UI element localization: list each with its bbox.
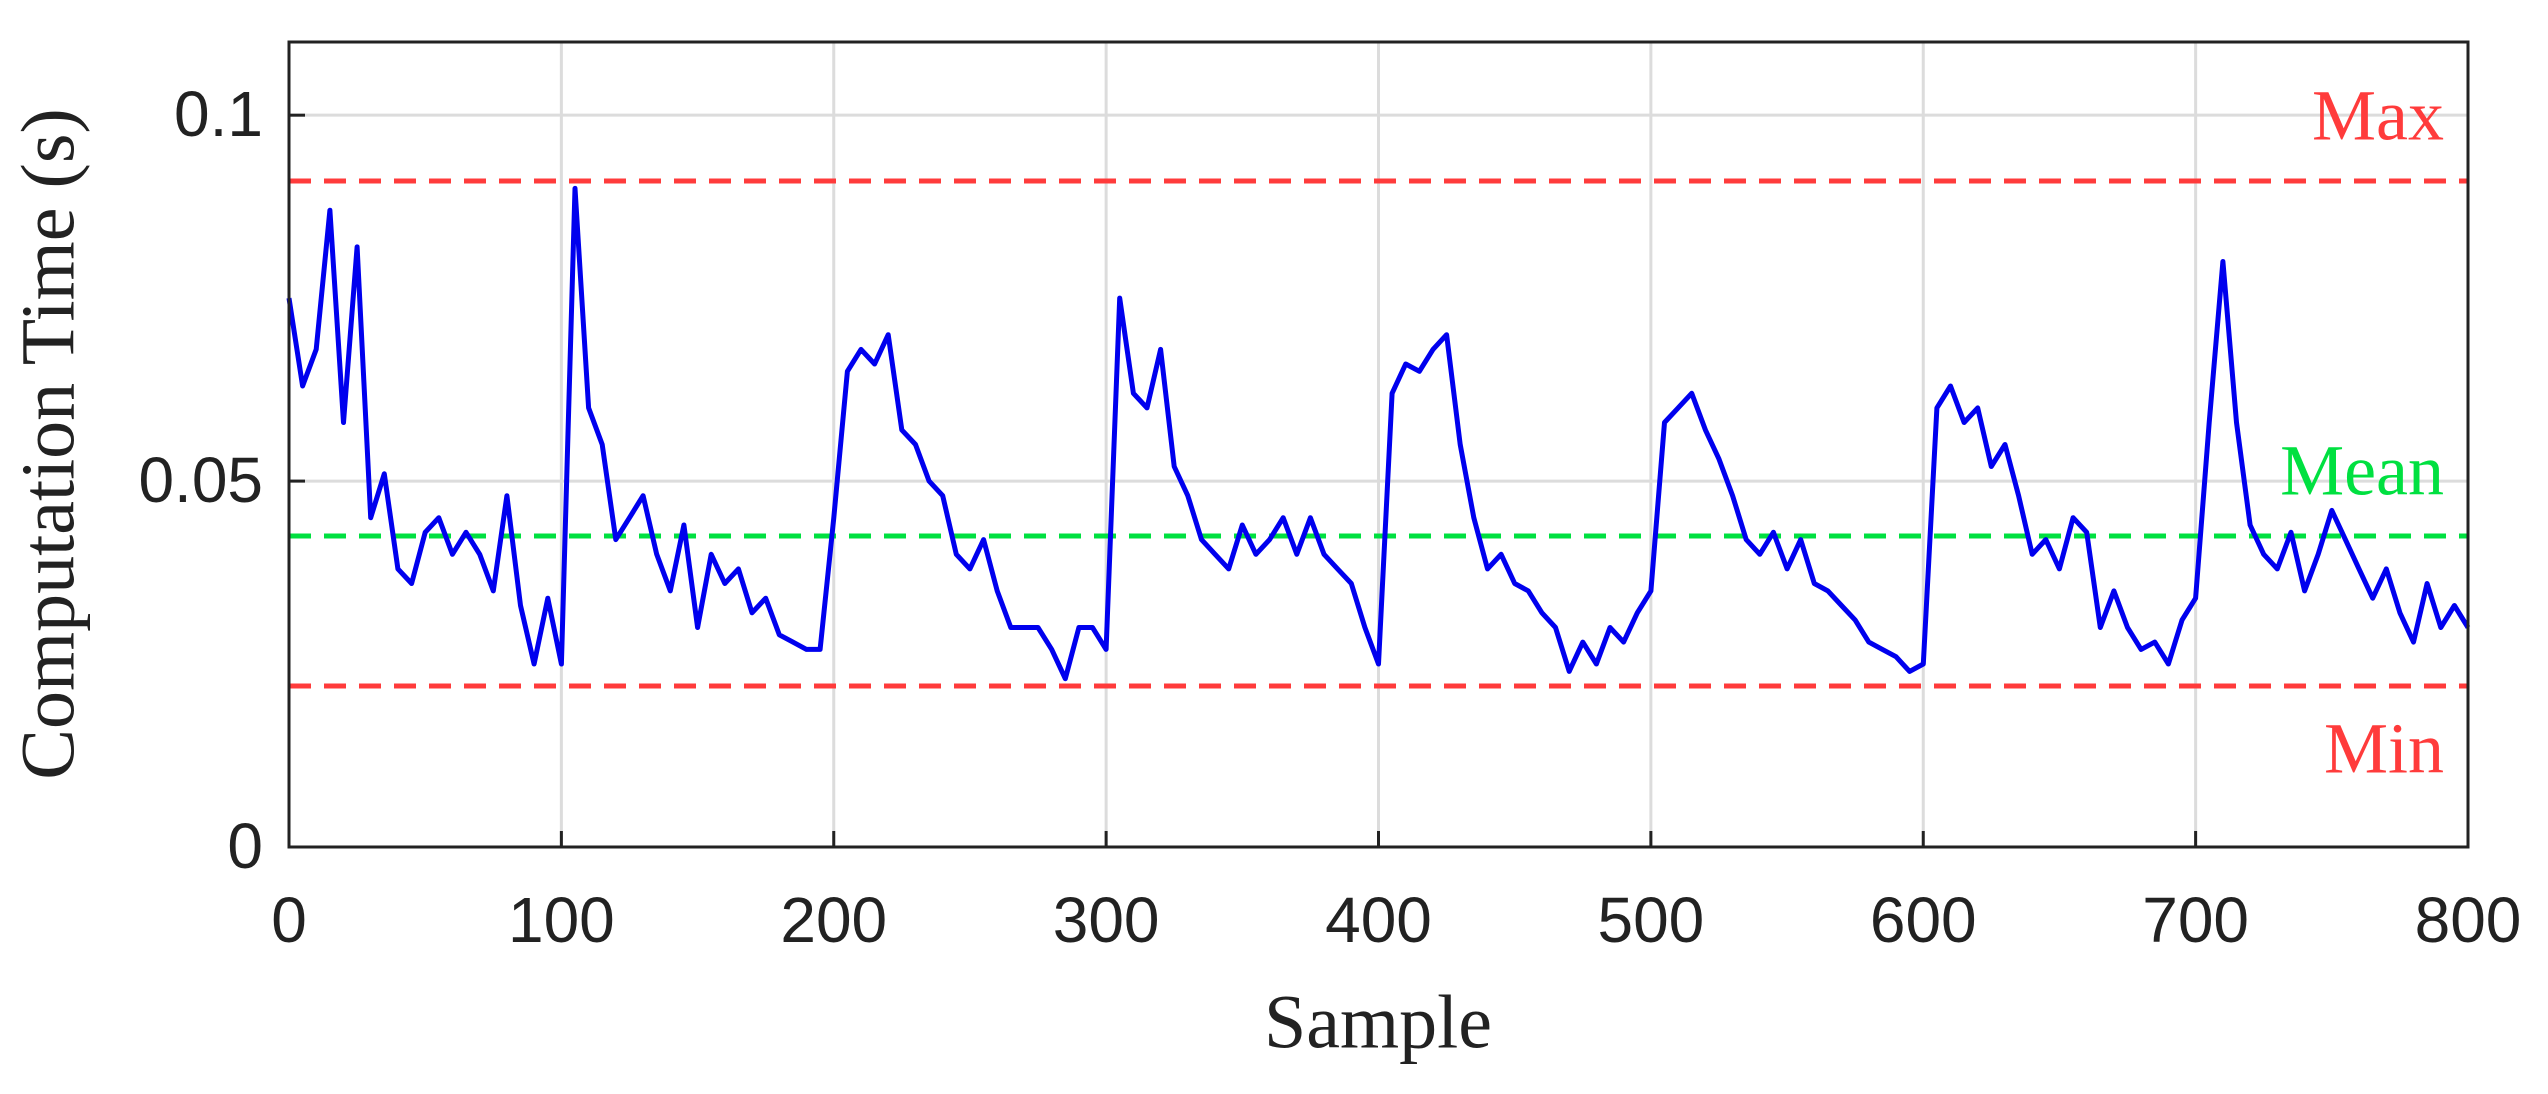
x-tick-label: 200 [780,884,887,956]
y-axis-label: Computation Time (s) [6,108,90,779]
x-tick-label: 100 [508,884,615,956]
x-tick-label: 800 [2415,884,2522,956]
reference-label: Max [2312,76,2444,156]
y-tick-label: 0 [227,810,263,882]
x-tick-label: 600 [1870,884,1977,956]
plot-frame [287,40,2470,849]
y-tick-label: 0.05 [138,444,263,516]
y-tick-label: 0.1 [174,78,263,150]
data-line [286,185,2471,682]
x-tick-label: 400 [1325,884,1432,956]
x-tick-label: 500 [1597,884,1704,956]
x-tick-label: 0 [271,884,307,956]
x-tick-label: 700 [2142,884,2249,956]
x-axis-label: Sample [1264,980,1492,1064]
reference-label: Mean [2280,430,2444,510]
x-tick-label: 300 [1053,884,1160,956]
reference-label: Min [2324,709,2444,789]
